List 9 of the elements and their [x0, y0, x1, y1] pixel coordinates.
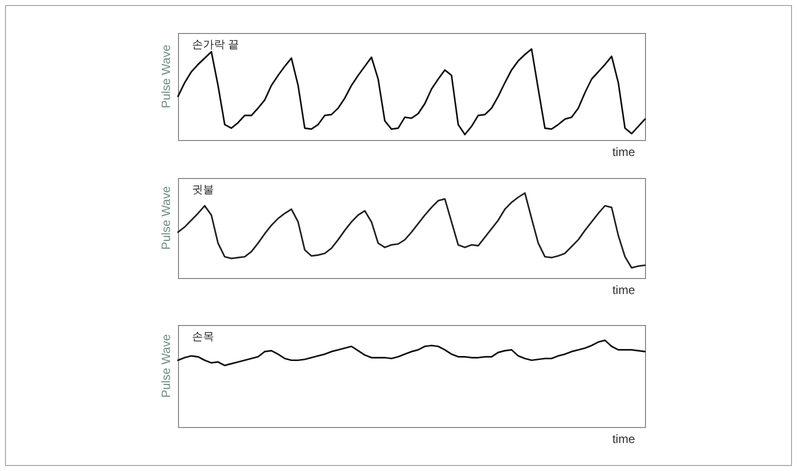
x-axis-title: time — [612, 432, 636, 446]
y-axis-title: Pulse Wave — [159, 44, 173, 108]
chart-title: 손가락 끝 — [192, 39, 240, 51]
x-axis-title: time — [612, 145, 636, 159]
y-axis-title: Pulse Wave — [159, 334, 173, 398]
chart-title: 귓불 — [192, 184, 214, 196]
chart-title: 손목 — [192, 331, 214, 343]
y-axis-title: Pulse Wave — [159, 186, 173, 250]
x-axis-title: time — [612, 283, 636, 297]
